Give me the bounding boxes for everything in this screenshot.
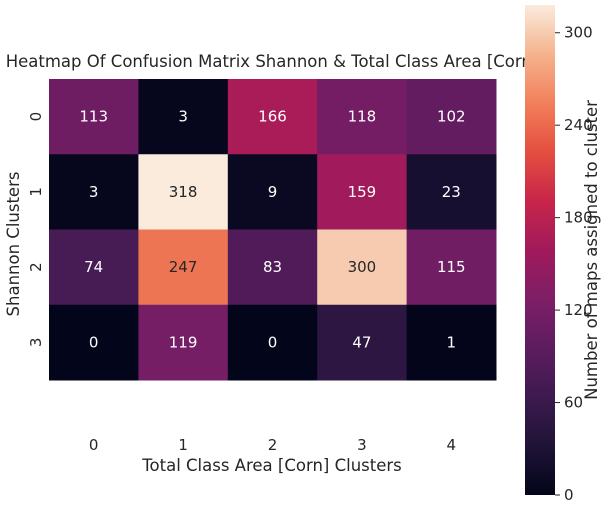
heatmap-cell [49,229,139,306]
heatmap-cell [138,304,229,381]
cell-value-label: 0 [89,333,99,351]
heatmap-cell [317,304,408,381]
y-tick-labels: 0 1 2 3 [27,112,45,347]
heatmap-cell [317,229,408,306]
heatmap-cell [406,79,497,155]
cell-value-label: 23 [442,183,461,201]
cell-value-label: 119 [169,333,198,351]
heatmap-cell [227,229,318,306]
heatmap-cell [49,304,139,381]
cell-value-label: 300 [348,258,377,276]
x-axis-label: Total Class Area [Corn] Clusters [141,456,402,475]
heatmap-cell [138,229,229,306]
x-tick-labels: 0 1 2 3 4 [89,436,456,454]
x-tick-label: 4 [447,436,457,454]
x-tick-label: 2 [268,436,278,454]
heatmap-cell [317,79,408,155]
heatmap-cells: 113 3 166 118 102 3 318 9 159 23 74 247 83 300 115 0 119… [49,79,497,381]
colorbar-tick-label: 60 [564,394,583,412]
cell-value-label: 1 [447,333,457,351]
colorbar-ticks: 0 60 120 180 240 300 [555,24,593,504]
heatmap-cell [227,304,318,381]
heatmap-cell [406,154,497,230]
chart-title: Heatmap Of Confusion Matrix Shannon & To… [6,52,539,71]
colorbar-label: Number of maps assigned to cluster [582,100,601,400]
heatmap-cell [406,304,497,381]
cell-value-label: 0 [268,333,278,351]
cell-value-label: 3 [89,183,99,201]
heatmap-cell [138,79,229,155]
heatmap-cell [227,154,318,230]
x-tick-label: 3 [357,436,367,454]
y-tick-label: 3 [27,338,45,348]
cell-value-label: 318 [169,183,198,201]
heatmap-cell [49,79,139,155]
cell-value-label: 166 [258,108,287,126]
heatmap-cell [227,79,318,155]
y-axis-label: Shannon Clusters [4,172,23,317]
x-tick-label: 1 [178,436,188,454]
y-tick-label: 1 [27,187,45,197]
colorbar-tick-label: 180 [564,209,593,227]
cell-value-label: 3 [178,108,188,126]
heatmap-cell [138,154,229,230]
heatmap-cell [49,154,139,230]
colorbar-tick-label: 120 [564,301,593,319]
heatmap-cell [406,229,497,306]
cell-value-label: 159 [348,183,377,201]
cell-value-label: 47 [352,333,371,351]
colorbar [525,5,555,495]
cell-value-label: 113 [79,108,108,126]
cell-value-label: 102 [437,108,466,126]
heatmap-cell [317,154,408,230]
cell-value-label: 247 [169,258,198,276]
colorbar-tick-label: 0 [564,486,574,504]
colorbar-tick-label: 300 [564,24,593,42]
colorbar-tick-label: 240 [564,116,593,134]
cell-value-label: 74 [84,258,103,276]
y-tick-label: 2 [27,262,45,272]
cell-value-label: 9 [268,183,278,201]
cell-value-label: 83 [263,258,282,276]
cell-value-label: 118 [348,108,377,126]
x-tick-label: 0 [89,436,99,454]
y-tick-label: 0 [27,112,45,122]
cell-value-label: 115 [437,258,466,276]
